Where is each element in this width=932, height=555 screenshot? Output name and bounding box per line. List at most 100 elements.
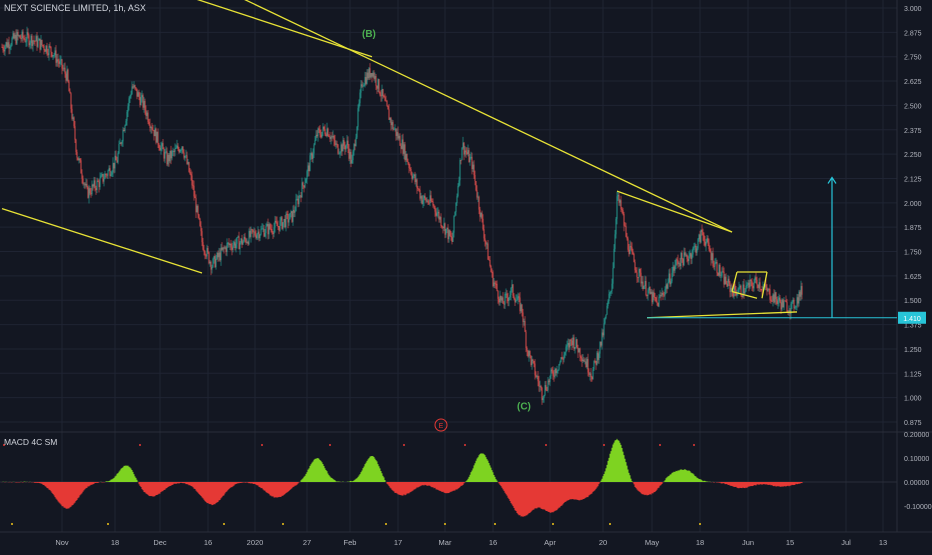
candle-body (59, 60, 61, 64)
candle-body (222, 247, 224, 250)
candle-body (360, 84, 362, 93)
candle-body (530, 355, 532, 365)
candle-body (117, 153, 119, 163)
candle-body (377, 79, 379, 89)
candle-body (705, 241, 707, 246)
candle-body (71, 108, 73, 119)
candle-body (67, 69, 69, 82)
candle-body (60, 59, 62, 61)
candle-body (418, 188, 420, 190)
candle-body (95, 188, 97, 191)
trendline (731, 271, 738, 292)
candle-body (41, 39, 43, 46)
candle-body (741, 295, 743, 298)
candle-body (410, 168, 412, 175)
candle-body (229, 243, 231, 246)
macd-dot-top (603, 444, 605, 446)
candle-body (93, 180, 95, 187)
candle-body (34, 40, 36, 42)
candle-body (238, 236, 240, 250)
candle-body (275, 220, 277, 223)
candle-body (320, 134, 322, 138)
candle-body (247, 241, 249, 245)
candle-body (103, 178, 105, 182)
candle-body (58, 61, 60, 64)
candle-body (652, 292, 654, 303)
candle-body (316, 134, 318, 137)
candle-body (40, 39, 42, 50)
candle-body (777, 300, 779, 304)
candle-body (728, 278, 730, 283)
candle-body (313, 144, 315, 154)
candle-body (213, 256, 215, 259)
macd-tick-label: 0.10000 (904, 456, 929, 463)
candle-body (151, 127, 153, 130)
candle-body (633, 254, 635, 263)
candle-body (296, 198, 298, 200)
candle-body (666, 284, 668, 289)
candle-body (717, 272, 719, 276)
candle-body (240, 238, 242, 243)
trendline (244, 0, 733, 233)
candle-body (54, 50, 56, 56)
candle-body (644, 280, 646, 287)
candle-body (29, 42, 31, 46)
candle-body (31, 35, 33, 46)
candle-body (475, 181, 477, 191)
candle-body (524, 321, 526, 332)
candle-body (420, 196, 422, 199)
price-axis: 3.000 2.875 2.750 2.625 2.500 2.375 2.250 2.125… (904, 6, 922, 427)
candle-body (221, 247, 223, 250)
candle-body (545, 385, 547, 390)
candle-body (482, 218, 484, 230)
candle-body (550, 369, 552, 376)
candle-body (714, 262, 716, 267)
candle-body (380, 95, 382, 97)
candle-body (557, 369, 559, 371)
candle-body (170, 150, 172, 159)
candle-body (685, 254, 687, 256)
candle-body (477, 196, 479, 198)
candle-body (561, 357, 563, 359)
candle-body (523, 321, 525, 322)
candle-body (630, 246, 632, 248)
candle-body (353, 144, 355, 152)
candle-body (730, 287, 732, 293)
candle-body (191, 175, 193, 186)
price-tick-label: 2.750 (904, 55, 922, 62)
candle-body (325, 134, 327, 136)
candle-body (700, 229, 702, 243)
candle-body (266, 223, 268, 227)
candle-body (670, 281, 672, 285)
candle-body (436, 213, 438, 216)
candle-body (118, 143, 120, 154)
candle-body (768, 289, 770, 290)
candle-body (450, 235, 452, 238)
candle-body (312, 153, 314, 159)
candle-body (402, 139, 404, 154)
candle-body (315, 134, 317, 141)
candle-body (590, 373, 592, 377)
macd-dot-top (261, 444, 263, 446)
candles (1, 26, 803, 405)
candle-body (753, 282, 755, 289)
candle-body (585, 361, 587, 368)
candle-body (709, 249, 711, 253)
candle-body (271, 228, 273, 233)
candle-body (185, 155, 187, 157)
candle-body (323, 126, 325, 130)
candle-body (629, 246, 631, 255)
candle-body (458, 180, 460, 186)
candle-body (563, 354, 565, 360)
candle-body (734, 284, 736, 291)
candle-body (158, 144, 160, 149)
candle-body (133, 85, 135, 88)
candle-body (156, 131, 158, 143)
candle-body (562, 358, 564, 360)
candle-body (255, 235, 257, 239)
candle-body (500, 295, 502, 301)
candle-body (388, 109, 390, 120)
candle-body (20, 38, 22, 40)
